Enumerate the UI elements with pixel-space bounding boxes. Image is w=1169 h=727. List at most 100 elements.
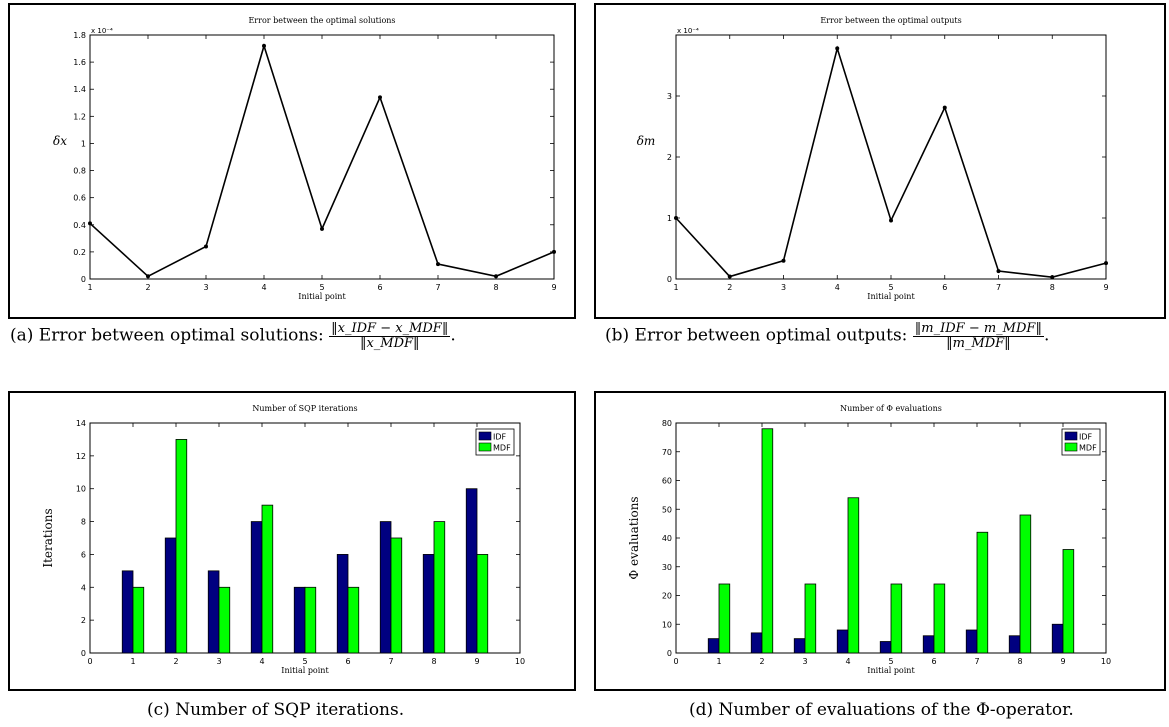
x-tick-label: 9 (1103, 283, 1108, 292)
data-point (1050, 275, 1055, 280)
x-tick-label: 7 (435, 283, 440, 292)
data-point (835, 46, 840, 51)
x-tick-label: 8 (493, 283, 498, 292)
bar-idf (379, 521, 392, 654)
data-point (88, 221, 92, 226)
y-tick-label: 1 (81, 139, 86, 148)
x-tick-label: 6 (345, 657, 350, 666)
plot-frame (89, 34, 555, 280)
data-point (436, 262, 440, 267)
bar-idf (207, 570, 220, 654)
x-tick-label: 2 (173, 657, 178, 666)
x-tick-label: 10 (1101, 657, 1111, 666)
y-tick-label: 8 (81, 518, 86, 527)
y-tick-label: 1.4 (73, 85, 86, 94)
chart-b: Error between the optimal outputs 1 2 3 4 5 6 7… (637, 16, 1109, 301)
y-tick-label: 10 (662, 620, 672, 629)
x-tick-label: 8 (1017, 657, 1022, 666)
caption-c-text: (c) Number of SQP iterations. (147, 700, 405, 720)
y-tick-label: 40 (662, 534, 672, 543)
x-tick-label: 4 (835, 283, 840, 292)
bar-mdf (132, 586, 145, 654)
bar-mdf (433, 521, 446, 654)
x-tick-label: 8 (1050, 283, 1055, 292)
legend-swatch-mdf (478, 442, 492, 452)
x-axis-label: Initial point (867, 292, 915, 301)
data-point (204, 244, 208, 249)
bar-idf (422, 554, 435, 654)
y-axis-label: Φ evaluations (627, 496, 641, 579)
bar-mdf (847, 497, 860, 654)
x-tick-label: 8 (431, 657, 436, 666)
caption-a-numerator: ‖x_IDF − x_MDF‖ (329, 321, 451, 337)
data-point (262, 43, 266, 48)
x-tick-label: 5 (888, 283, 893, 292)
legend-label-idf: IDF (493, 433, 507, 442)
bar-idf (793, 638, 806, 654)
bar-idf (707, 638, 720, 654)
caption-b-fraction: ‖m_IDF − m_MDF‖ ‖m_MDF‖ (912, 321, 1044, 350)
x-tick-label: 2 (727, 283, 732, 292)
bar-mdf (476, 554, 489, 654)
caption-d-text: (d) Number of evaluations of the Φ-opera… (689, 700, 1074, 720)
bar-idf (1008, 635, 1021, 654)
y-tick-label: 80 (662, 419, 672, 428)
data-point (552, 249, 556, 254)
y-tick-label: 50 (662, 505, 672, 514)
legend-swatch-idf (478, 431, 492, 441)
x-tick-label: 1 (87, 283, 92, 292)
y-tick-label: 20 (662, 592, 672, 601)
caption-b-text: (b) Error between optimal outputs: (605, 325, 908, 346)
series-line (89, 43, 555, 278)
y-axis-label: δx (53, 134, 67, 148)
legend-label-mdf: MDF (1079, 444, 1097, 453)
y-tick-label: 1.6 (73, 58, 86, 67)
bar-mdf (175, 439, 188, 654)
y-tick-label: 2 (81, 616, 86, 625)
y-tick-label: 0 (667, 275, 672, 284)
caption-b-numerator: ‖m_IDF − m_MDF‖ (912, 321, 1044, 337)
data-point (1104, 261, 1108, 266)
bar-mdf (933, 583, 946, 654)
panel-a: Error between the optimal solutions 1 2 3 4 5… (8, 3, 576, 319)
x-tick-label: 9 (474, 657, 479, 666)
x-axis-label: Initial point (867, 666, 915, 675)
bar-idf (750, 632, 763, 654)
panel-c: Number of SQP iterations 0 1 2 3 4 5 6 7 8 9 10 0 2 4 6… (8, 391, 576, 691)
y-tick-label: 6 (81, 550, 86, 559)
x-tick-label: 10 (515, 657, 525, 666)
caption-d: (d) Number of evaluations of the Φ-opera… (689, 700, 1074, 720)
x-tick-label: 1 (673, 283, 678, 292)
y-tick-label: 0 (81, 275, 86, 284)
y-tick-label: 0.8 (73, 167, 86, 176)
chart-d: Number of Φ evaluations 0 1 2 3 4 5 6 7 8 9 10 0 10 20… (627, 404, 1111, 675)
x-tick-label: 0 (673, 657, 678, 666)
legend-swatch-idf (1064, 431, 1078, 441)
legend-swatch-mdf (1064, 442, 1078, 452)
x-tick-label: 7 (996, 283, 1001, 292)
chart-title: Number of Φ evaluations (840, 404, 942, 413)
data-point (146, 274, 150, 279)
y-tick-label: 0.4 (73, 221, 86, 230)
bar-mdf (261, 504, 274, 654)
legend: IDF MDF (1061, 428, 1101, 456)
legend: IDF MDF (475, 428, 515, 456)
x-tick-label: 4 (845, 657, 850, 666)
y-tick-label: 70 (662, 448, 672, 457)
x-tick-label: 1 (130, 657, 135, 666)
x-tick-label: 2 (759, 657, 764, 666)
y-axis-label: Iterations (41, 508, 55, 567)
x-axis-label: Initial point (298, 292, 346, 301)
y-tick-label: 0 (81, 649, 86, 658)
data-point (494, 274, 498, 279)
y-tick-label: 1.2 (73, 112, 86, 121)
bar-mdf (1062, 549, 1075, 654)
x-tick-label: 5 (319, 283, 324, 292)
x-axis-label: Initial point (281, 666, 329, 675)
data-point (781, 258, 786, 263)
legend-label-mdf: MDF (493, 444, 511, 453)
y-tick-label: 10 (76, 485, 86, 494)
bar-mdf (1019, 514, 1032, 654)
data-point (378, 95, 382, 100)
chart-title: Error between the optimal outputs (820, 16, 961, 25)
